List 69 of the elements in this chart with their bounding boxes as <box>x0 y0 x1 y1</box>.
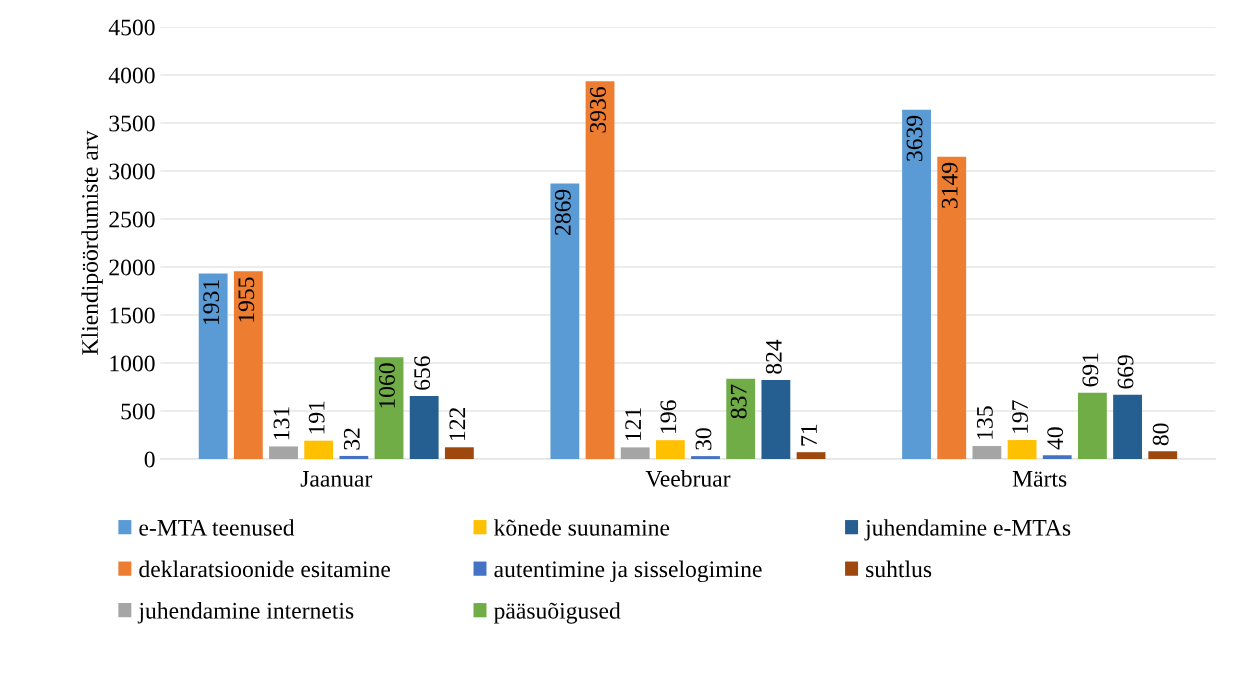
legend-label: deklaratsioonide esitamine <box>139 560 391 578</box>
data-label: 837 <box>730 384 747 419</box>
bar <box>726 378 756 459</box>
bar <box>1148 451 1178 459</box>
bar <box>339 455 369 459</box>
bar <box>1077 392 1107 459</box>
legend-label: juhendamine internetis <box>137 602 354 624</box>
bar <box>444 447 474 459</box>
bar <box>655 440 685 459</box>
data-label: 824 <box>765 339 782 374</box>
bar <box>269 446 298 459</box>
data-label: 135 <box>976 406 993 439</box>
bar <box>409 396 439 459</box>
data-label: 656 <box>414 356 431 390</box>
legend-label: pääsuõigused <box>493 602 621 624</box>
data-label: 1060 <box>378 363 395 408</box>
data-label: 191 <box>308 401 325 434</box>
bar <box>620 447 650 459</box>
bar <box>761 379 791 459</box>
data-label: 197 <box>1012 400 1028 433</box>
y-tick-label: 500 <box>121 403 155 420</box>
legend-label: suhtlus <box>866 560 932 578</box>
data-label: 1955 <box>238 277 255 322</box>
data-label: 1931 <box>203 280 220 324</box>
data-label: 122 <box>449 407 466 441</box>
data-label: 131 <box>273 407 290 440</box>
y-tick-label: 0 <box>144 451 155 468</box>
data-label: 669 <box>1117 355 1134 389</box>
legend-label: e-MTA teenused <box>139 519 295 536</box>
y-tick-label: 1000 <box>110 355 155 372</box>
data-label: 196 <box>660 400 677 433</box>
data-label: 3149 <box>941 162 958 208</box>
data-label: 2869 <box>554 189 571 235</box>
y-tick-label: 4500 <box>108 19 155 36</box>
x-tick-label: Veebruar <box>645 470 731 487</box>
data-label: 32 <box>343 428 360 450</box>
bar <box>550 183 580 459</box>
bar <box>1042 455 1072 459</box>
data-label: 691 <box>1082 353 1099 387</box>
bar <box>585 81 615 459</box>
y-tick-label: 1500 <box>110 307 155 324</box>
data-label: 3936 <box>590 87 606 133</box>
y-tick-label: 3000 <box>109 163 155 180</box>
y-axis-title: Kliendipöördumiste arv <box>81 130 103 355</box>
data-label: 30 <box>695 428 712 450</box>
y-tick-label: 2500 <box>109 211 155 228</box>
data-label: 40 <box>1047 427 1064 450</box>
bar <box>902 109 931 459</box>
x-tick-label: Jaanuar <box>300 471 373 487</box>
bar <box>304 440 334 459</box>
bar <box>937 156 967 459</box>
bar <box>1113 394 1142 459</box>
legend-label: juhendamine e-MTAs <box>864 519 1071 541</box>
bar <box>198 273 228 459</box>
y-tick-label: 2000 <box>109 259 155 276</box>
bar <box>233 271 263 459</box>
legend-label: autentimine ja sisselogimine <box>494 560 762 583</box>
bar <box>796 452 826 459</box>
x-tick-label: Märts <box>1012 471 1067 487</box>
bar <box>1007 440 1037 459</box>
bar <box>691 456 720 459</box>
legend-label: kõnede suunamine <box>494 519 670 536</box>
data-label: 3639 <box>906 115 923 161</box>
bar <box>972 446 1002 459</box>
data-label: 121 <box>625 408 641 441</box>
data-label: 71 <box>801 424 817 446</box>
y-tick-label: 4000 <box>108 67 155 84</box>
y-tick-label: 3500 <box>109 115 155 132</box>
data-label: 80 <box>1152 423 1169 446</box>
